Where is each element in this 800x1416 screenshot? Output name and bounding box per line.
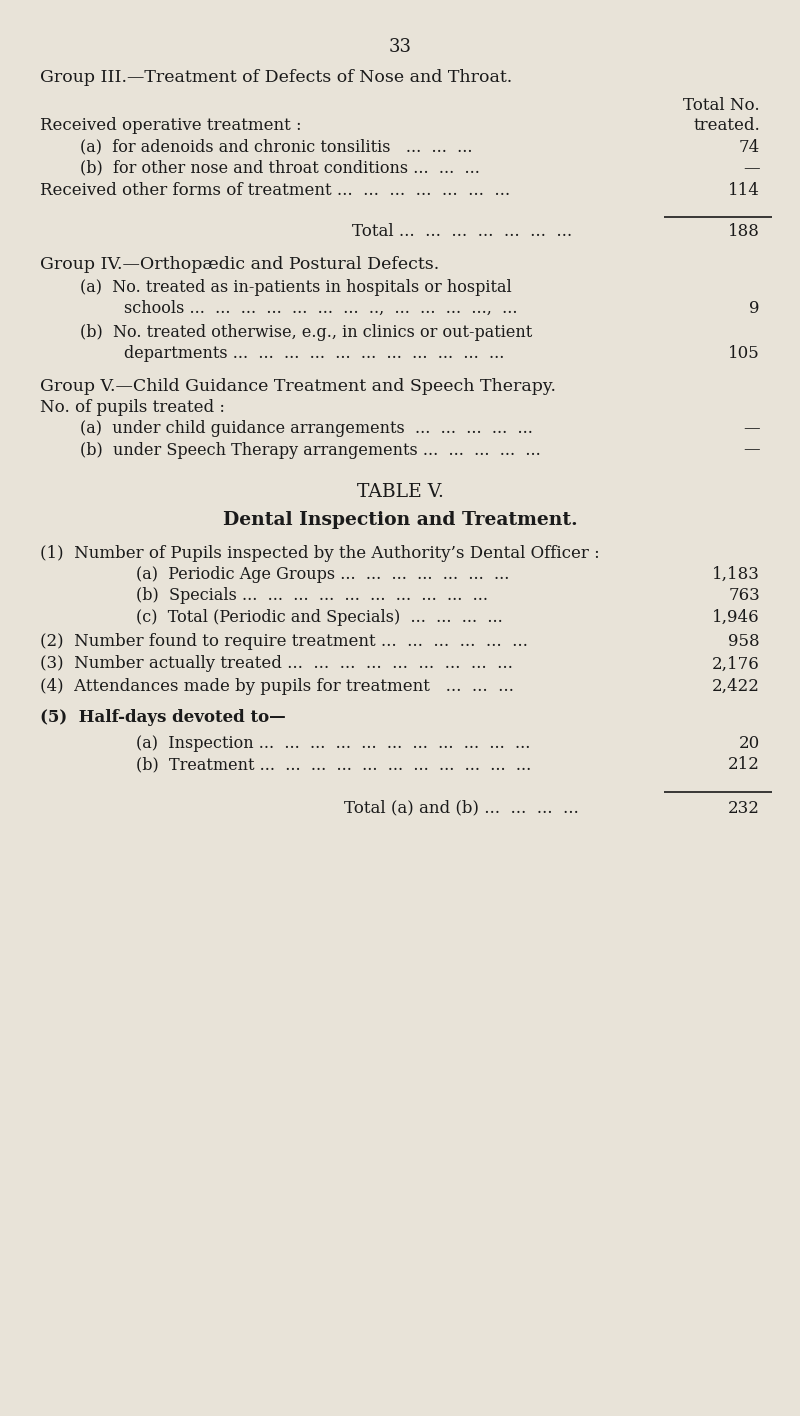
Text: (a)  Inspection ...  ...  ...  ...  ...  ...  ...  ...  ...  ...  ...: (a) Inspection ... ... ... ... ... ... .… [136, 735, 530, 752]
Text: Received operative treatment :: Received operative treatment : [40, 118, 302, 135]
Text: 1,946: 1,946 [712, 609, 760, 626]
Text: Group III.—Treatment of Defects of Nose and Throat.: Group III.—Treatment of Defects of Nose … [40, 69, 512, 86]
Text: (a)  No. treated as in-patients in hospitals or hospital: (a) No. treated as in-patients in hospit… [80, 279, 512, 296]
Text: 763: 763 [728, 588, 760, 605]
Text: (b)  Treatment ...  ...  ...  ...  ...  ...  ...  ...  ...  ...  ...: (b) Treatment ... ... ... ... ... ... ..… [136, 756, 531, 773]
Text: 2,422: 2,422 [712, 678, 760, 695]
Text: (b)  No. treated otherwise, e.g., in clinics or out-patient: (b) No. treated otherwise, e.g., in clin… [80, 324, 532, 341]
Text: (a)  Periodic Age Groups ...  ...  ...  ...  ...  ...  ...: (a) Periodic Age Groups ... ... ... ... … [136, 566, 510, 583]
Text: Total (a) and (b) ...  ...  ...  ...: Total (a) and (b) ... ... ... ... [344, 800, 578, 817]
Text: Group IV.—Orthopædic and Postural Defects.: Group IV.—Orthopædic and Postural Defect… [40, 256, 439, 273]
Text: Total No.: Total No. [683, 98, 760, 115]
Text: (b)  Specials ...  ...  ...  ...  ...  ...  ...  ...  ...  ...: (b) Specials ... ... ... ... ... ... ...… [136, 588, 488, 605]
Text: 74: 74 [738, 139, 760, 156]
Text: Total ...  ...  ...  ...  ...  ...  ...: Total ... ... ... ... ... ... ... [352, 224, 572, 241]
Text: schools ...  ...  ...  ...  ...  ...  ...  ..,  ...  ...  ...  ...,  ...: schools ... ... ... ... ... ... ... .., … [124, 300, 518, 317]
Text: (a)  for adenoids and chronic tonsilitis   ...  ...  ...: (a) for adenoids and chronic tonsilitis … [80, 139, 473, 156]
Text: 105: 105 [728, 346, 760, 362]
Text: departments ...  ...  ...  ...  ...  ...  ...  ...  ...  ...  ...: departments ... ... ... ... ... ... ... … [124, 346, 504, 362]
Text: 212: 212 [728, 756, 760, 773]
Text: Group V.—Child Guidance Treatment and Speech Therapy.: Group V.—Child Guidance Treatment and Sp… [40, 378, 556, 395]
Text: (5)  Half-days devoted to—: (5) Half-days devoted to— [40, 709, 286, 726]
Text: treated.: treated. [694, 118, 760, 135]
Text: (2)  Number found to require treatment ...  ...  ...  ...  ...  ...: (2) Number found to require treatment ..… [40, 633, 528, 650]
Text: 20: 20 [738, 735, 760, 752]
Text: (1)  Number of Pupils inspected by the Authority’s Dental Officer :: (1) Number of Pupils inspected by the Au… [40, 545, 600, 562]
Text: 1,183: 1,183 [712, 566, 760, 583]
Text: (c)  Total (Periodic and Specials)  ...  ...  ...  ...: (c) Total (Periodic and Specials) ... ..… [136, 609, 502, 626]
Text: 9: 9 [750, 300, 760, 317]
Text: 2,176: 2,176 [712, 656, 760, 673]
Text: No. of pupils treated :: No. of pupils treated : [40, 399, 225, 416]
Text: (b)  for other nose and throat conditions ...  ...  ...: (b) for other nose and throat conditions… [80, 160, 480, 177]
Text: 958: 958 [728, 633, 760, 650]
Text: —: — [743, 442, 760, 459]
Text: —: — [743, 160, 760, 177]
Text: Received other forms of treatment ...  ...  ...  ...  ...  ...  ...: Received other forms of treatment ... ..… [40, 183, 510, 200]
Text: —: — [743, 421, 760, 438]
Text: (4)  Attendances made by pupils for treatment   ...  ...  ...: (4) Attendances made by pupils for treat… [40, 678, 514, 695]
Text: (a)  under child guidance arrangements  ...  ...  ...  ...  ...: (a) under child guidance arrangements ..… [80, 421, 533, 438]
Text: (b)  under Speech Therapy arrangements ...  ...  ...  ...  ...: (b) under Speech Therapy arrangements ..… [80, 442, 541, 459]
Text: 232: 232 [728, 800, 760, 817]
Text: 33: 33 [389, 38, 411, 55]
Text: Dental Inspection and Treatment.: Dental Inspection and Treatment. [222, 511, 578, 530]
Text: 114: 114 [728, 183, 760, 200]
Text: (3)  Number actually treated ...  ...  ...  ...  ...  ...  ...  ...  ...: (3) Number actually treated ... ... ... … [40, 656, 513, 673]
Text: 188: 188 [728, 224, 760, 241]
Text: TABLE V.: TABLE V. [357, 483, 443, 501]
